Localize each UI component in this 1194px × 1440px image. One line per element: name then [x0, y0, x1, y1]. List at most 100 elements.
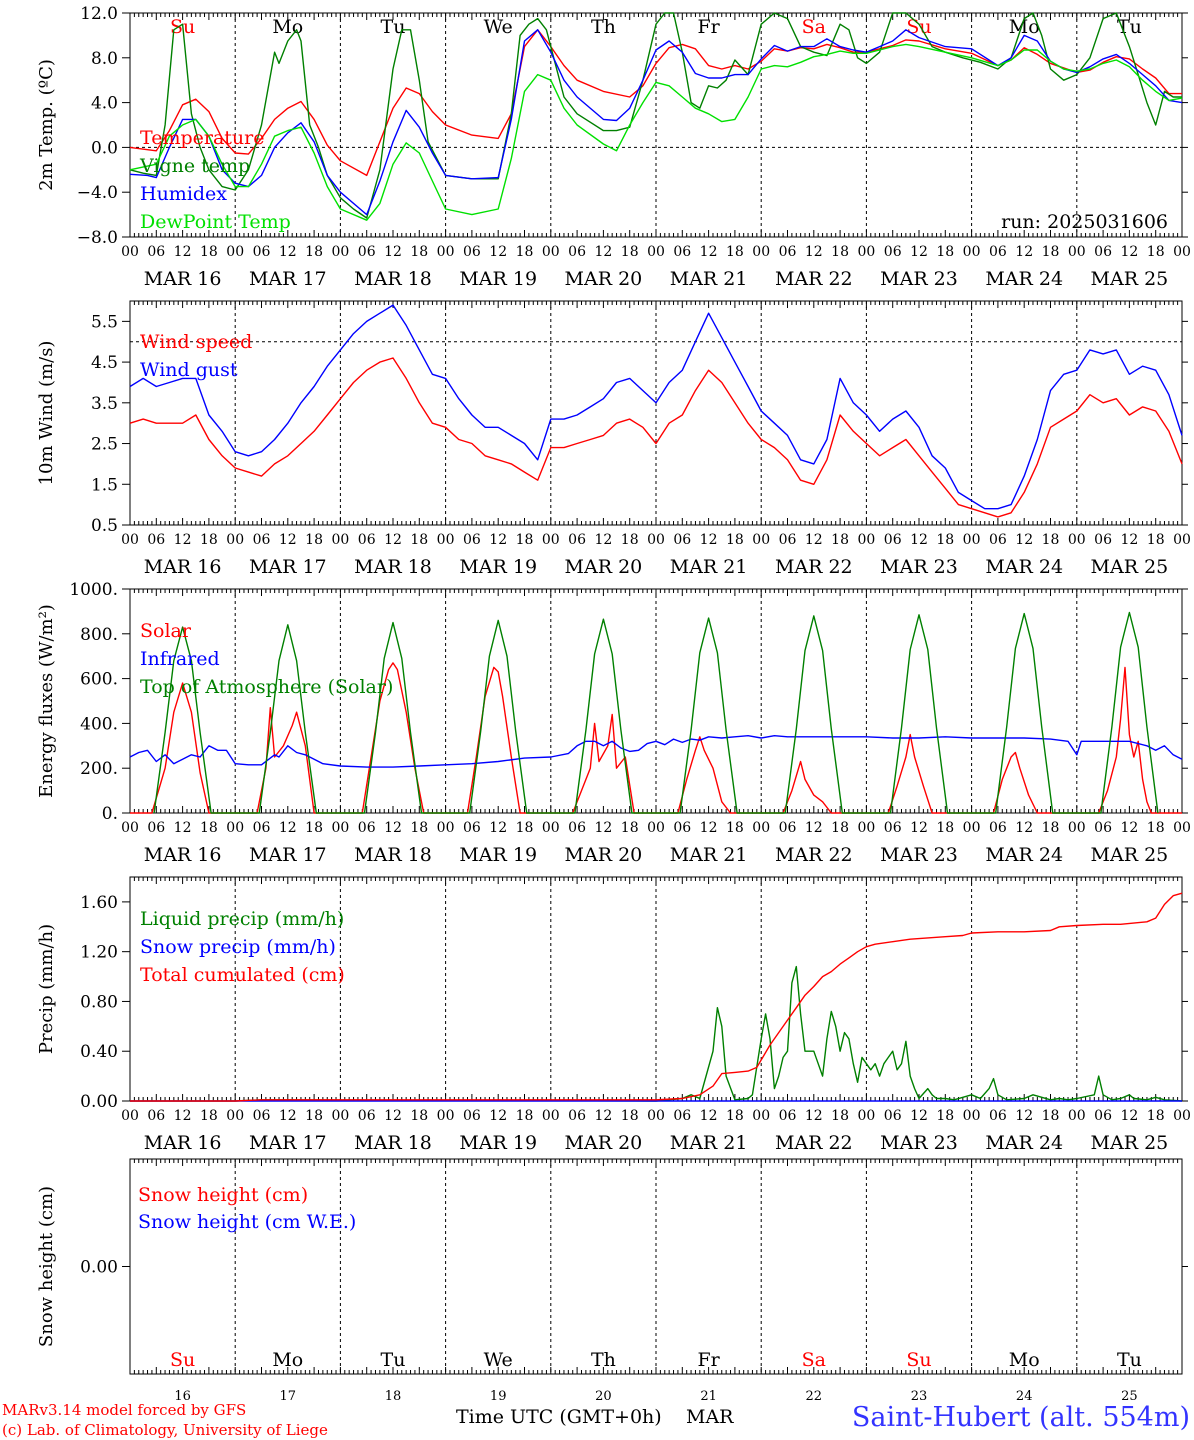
- plot-frame: [129, 12, 1183, 238]
- legend-entry: Solar: [140, 620, 192, 642]
- x-tick-label: 18: [200, 1108, 218, 1124]
- copyright-credit: (c) Lab. of Climatology, University of L…: [2, 1421, 328, 1439]
- x-tick-label: 18: [305, 1108, 323, 1124]
- x-tick-label: 12: [700, 1108, 718, 1124]
- x-tick-label: 18: [410, 1108, 428, 1124]
- x-tick-label: 12: [489, 1108, 507, 1124]
- y-tick-label: 0.00: [80, 1258, 118, 1278]
- y-tick-label: 0.0: [91, 138, 118, 158]
- x-tick-label: 12: [594, 532, 612, 548]
- series-line: [129, 735, 1183, 768]
- x-tick-label: 12: [384, 244, 402, 260]
- panel-temperature: −8.0 −4.0 0.0 4.0 8.0 12.0 2m Temp. (ºC) 00 06 12…: [36, 4, 1191, 290]
- day-name-label: Mo: [1009, 16, 1040, 38]
- x-tick-label: 00: [542, 244, 560, 260]
- x-tick-label: 00: [1173, 820, 1191, 836]
- x-tick-label: 18: [831, 532, 849, 548]
- x-tick-label: 00: [1068, 532, 1086, 548]
- date-label: MAR 23: [880, 268, 958, 290]
- x-tick-label: 12: [279, 820, 297, 836]
- x-tick-label: 12: [594, 820, 612, 836]
- x-tick-label: 12: [174, 1108, 192, 1124]
- x-tick-label: 00: [542, 1108, 560, 1124]
- x-tick-label: 06: [358, 532, 376, 548]
- x-tick-label: 12: [1120, 244, 1138, 260]
- legend-entry: Temperature: [140, 127, 264, 149]
- date-label: MAR 24: [985, 1132, 1063, 1154]
- date-label: MAR 25: [1091, 268, 1169, 290]
- x-tick-label: 06: [463, 244, 481, 260]
- x-tick-label: 00: [226, 1108, 244, 1124]
- legend-entry: Snow precip (mm/h): [140, 936, 336, 958]
- date-label: MAR 25: [1091, 556, 1169, 578]
- date-label: MAR 19: [459, 556, 537, 578]
- x-tick-label: 12: [174, 532, 192, 548]
- x-tick-label: 06: [358, 1108, 376, 1124]
- date-label: MAR 18: [354, 556, 432, 578]
- day-number-label: 24: [1016, 1389, 1033, 1404]
- legend-entry: Liquid precip (mm/h): [140, 908, 344, 930]
- x-tick-label: 06: [884, 532, 902, 548]
- x-tick-label: 00: [1173, 1108, 1191, 1124]
- x-tick-label: 00: [752, 820, 770, 836]
- series-line: [153, 611, 1159, 814]
- y-tick-label: 1000.: [69, 580, 118, 600]
- day-name-label: We: [484, 16, 513, 38]
- x-tick-label: 06: [1094, 1108, 1112, 1124]
- series-line: [130, 892, 1183, 1102]
- x-tick-label: 00: [963, 532, 981, 548]
- x-tick-label: 06: [779, 820, 797, 836]
- x-tick-label: 18: [726, 820, 744, 836]
- x-tick-label: 00: [1068, 1108, 1086, 1124]
- x-tick-label: 00: [1068, 820, 1086, 836]
- series-line: [129, 29, 1183, 216]
- y-tick-label: 8.0: [91, 49, 118, 69]
- date-label: MAR 20: [565, 1132, 643, 1154]
- x-tick-label: 12: [805, 244, 823, 260]
- x-tick-label: 12: [1120, 1108, 1138, 1124]
- x-tick-label: 06: [779, 1108, 797, 1124]
- y-axis-label: Snow height (cm): [36, 1186, 57, 1347]
- x-tick-label: 00: [121, 244, 139, 260]
- x-tick-label: 06: [253, 1108, 271, 1124]
- date-label: MAR 23: [880, 556, 958, 578]
- date-label: MAR 18: [354, 844, 432, 866]
- date-label: MAR 23: [880, 1132, 958, 1154]
- x-tick-label: 06: [673, 244, 691, 260]
- x-tick-label: 12: [594, 244, 612, 260]
- x-tick-label: 18: [621, 532, 639, 548]
- x-tick-label: 06: [1094, 820, 1112, 836]
- x-tick-label: 12: [384, 820, 402, 836]
- x-tick-label: 06: [463, 532, 481, 548]
- day-name-label: Tu: [381, 1349, 406, 1371]
- x-tick-label: 00: [437, 820, 455, 836]
- x-tick-label: 06: [779, 532, 797, 548]
- x-tick-label: 06: [568, 820, 586, 836]
- x-tick-label: 18: [410, 820, 428, 836]
- date-label: MAR 17: [249, 844, 327, 866]
- x-tick-label: 12: [279, 532, 297, 548]
- panels: −8.0 −4.0 0.0 4.0 8.0 12.0 2m Temp. (ºC) 00 06 12…: [36, 4, 1191, 1404]
- x-tick-label: 00: [1068, 244, 1086, 260]
- x-tick-label: 06: [147, 1108, 165, 1124]
- x-tick-label: 00: [331, 532, 349, 548]
- date-label: MAR 19: [459, 1132, 537, 1154]
- x-tick-label: 00: [437, 1108, 455, 1124]
- x-tick-label: 18: [516, 532, 534, 548]
- x-tick-label: 00: [647, 532, 665, 548]
- x-tick-label: 00: [437, 244, 455, 260]
- x-tick-label: 18: [1042, 532, 1060, 548]
- x-tick-label: 06: [253, 244, 271, 260]
- date-label: MAR 22: [775, 556, 853, 578]
- day-number-label: 18: [385, 1389, 402, 1404]
- x-tick-label: 06: [253, 532, 271, 548]
- x-tick-label: 12: [279, 244, 297, 260]
- day-number-label: 22: [806, 1389, 823, 1404]
- y-axis-label: 10m Wind (m/s): [36, 341, 57, 486]
- legend-entry: Snow height (cm): [138, 1184, 308, 1206]
- day-name-label: Mo: [272, 16, 303, 38]
- y-tick-label: 4.5: [91, 353, 118, 373]
- date-label: MAR 25: [1091, 844, 1169, 866]
- panel-precip: 0.00 0.40 0.80 1.20 1.60 Precip (mm/h) 00 06 12 1…: [36, 876, 1191, 1154]
